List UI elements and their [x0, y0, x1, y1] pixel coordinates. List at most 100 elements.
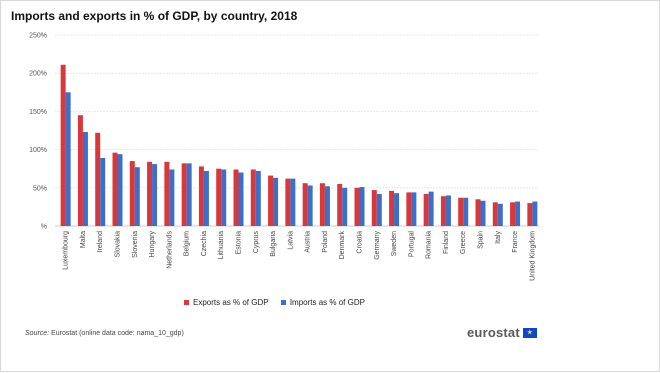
y-tick-label: 150%: [29, 109, 47, 116]
bar-imports: [169, 169, 175, 226]
bar-imports: [152, 164, 158, 226]
x-tick-label: Spain: [478, 231, 485, 249]
bar-exports: [147, 161, 153, 226]
bar-exports: [475, 199, 481, 226]
source-note: Source: Eurostat (online data code: nama…: [25, 330, 184, 337]
x-tick-label: Bulgaria: [270, 231, 277, 257]
bar-exports: [198, 166, 204, 226]
logo-text: eurostat: [467, 325, 520, 340]
chart-title: Imports and exports in % of GDP, by coun…: [11, 9, 298, 23]
legend-swatch-exports: [184, 300, 189, 305]
y-tick-label: 200%: [29, 71, 47, 78]
x-tick-label: Croatia: [357, 231, 364, 254]
bar-exports: [268, 175, 274, 226]
x-tick-label: Finland: [443, 231, 450, 254]
bar-imports: [221, 169, 227, 226]
legend-swatch-imports: [280, 300, 286, 305]
source-label: Source:: [25, 330, 50, 337]
x-tick-label: Estonia: [236, 231, 243, 254]
bar-exports: [233, 169, 239, 226]
bar-imports: [100, 158, 106, 226]
legend-label-exports: Exports as % of GDP: [193, 298, 269, 307]
legend-item-exports: Exports as % of GDP: [184, 298, 269, 307]
x-tick-label: Ireland: [97, 231, 104, 253]
grid-lines: [55, 34, 539, 227]
x-tick-label: Greece: [460, 231, 467, 254]
bar-exports: [77, 115, 83, 226]
bar-exports: [458, 197, 464, 226]
bar-imports: [428, 191, 434, 226]
bar-imports: [359, 187, 365, 226]
x-tick-label: Germany: [374, 231, 381, 260]
bar-exports: [95, 132, 101, 226]
x-tick-label: Cyprus: [253, 231, 260, 254]
y-tick-label: 100%: [29, 147, 47, 154]
y-tick-label: %: [41, 224, 47, 231]
bar-exports: [440, 196, 446, 226]
bar-exports: [527, 203, 533, 226]
bar-exports: [216, 168, 222, 226]
bar-imports: [376, 193, 382, 226]
x-tick-label: Lithuania: [218, 231, 225, 260]
bar-imports: [463, 197, 469, 226]
bar-imports: [82, 132, 88, 226]
bar-imports: [324, 186, 330, 226]
x-tick-label: Czechia: [201, 231, 208, 256]
bar-exports: [250, 169, 256, 226]
y-tick-label: 50%: [33, 185, 47, 192]
y-axis-ticks: % 50% 100% 150% 200% 250%: [29, 33, 47, 231]
bar-imports: [411, 192, 417, 226]
legend-item-imports: Imports as % of GDP: [280, 298, 365, 307]
bar-imports: [394, 193, 400, 226]
x-tick-label: Belgium: [184, 231, 191, 256]
bar-imports: [532, 201, 538, 226]
bar-exports: [129, 161, 135, 226]
x-tick-label: Luxembourg: [63, 231, 70, 270]
bar-imports: [497, 203, 503, 226]
bar-imports: [445, 195, 451, 226]
bar-imports: [117, 154, 123, 226]
y-tick-label: 250%: [29, 33, 47, 40]
x-tick-label: Austria: [305, 231, 312, 253]
x-tick-label: Latvia: [287, 231, 294, 250]
x-tick-label: Poland: [322, 231, 329, 253]
bar-imports: [515, 201, 521, 226]
bar-imports: [186, 163, 192, 226]
bar-exports: [164, 161, 170, 226]
bar-exports: [406, 192, 412, 226]
x-tick-label: Denmark: [339, 231, 346, 260]
bar-exports: [492, 202, 498, 226]
bar-exports: [389, 190, 395, 226]
x-tick-label: Slovakia: [115, 231, 122, 258]
x-tick-label: United Kingdom: [529, 231, 536, 281]
bar-imports: [480, 200, 486, 226]
bars: [60, 64, 538, 226]
bar-imports: [307, 185, 313, 226]
legend-label-imports: Imports as % of GDP: [289, 298, 365, 307]
x-tick-label: France: [512, 231, 519, 253]
x-tick-label: Hungary: [149, 231, 156, 258]
bar-exports: [285, 178, 291, 226]
bar-imports: [342, 187, 348, 226]
x-tick-label: Sweden: [391, 231, 398, 256]
x-axis-ticks: Luxembourg Malta Ireland Slovakia Slovenia Hu…: [63, 231, 537, 281]
bar-exports: [337, 183, 343, 226]
bar-imports: [290, 178, 296, 226]
source-text: Eurostat (online data code: nama_10_gdp): [51, 330, 184, 337]
bar-imports: [255, 170, 261, 226]
bar-exports: [181, 163, 187, 226]
x-tick-label: Malta: [80, 231, 87, 248]
bar-exports: [302, 183, 308, 226]
eurostat-logo: eurostat ★: [467, 325, 537, 340]
bar-exports: [510, 202, 516, 226]
bar-exports: [319, 183, 325, 226]
bar-imports: [203, 170, 209, 226]
bar-exports: [354, 187, 360, 226]
legend: Exports as % of GDP Imports as % of GDP: [184, 298, 375, 307]
eu-flag-icon: ★: [522, 327, 537, 338]
bar-imports: [238, 172, 244, 226]
bar-exports: [112, 152, 118, 226]
x-tick-label: Portugal: [408, 231, 415, 258]
